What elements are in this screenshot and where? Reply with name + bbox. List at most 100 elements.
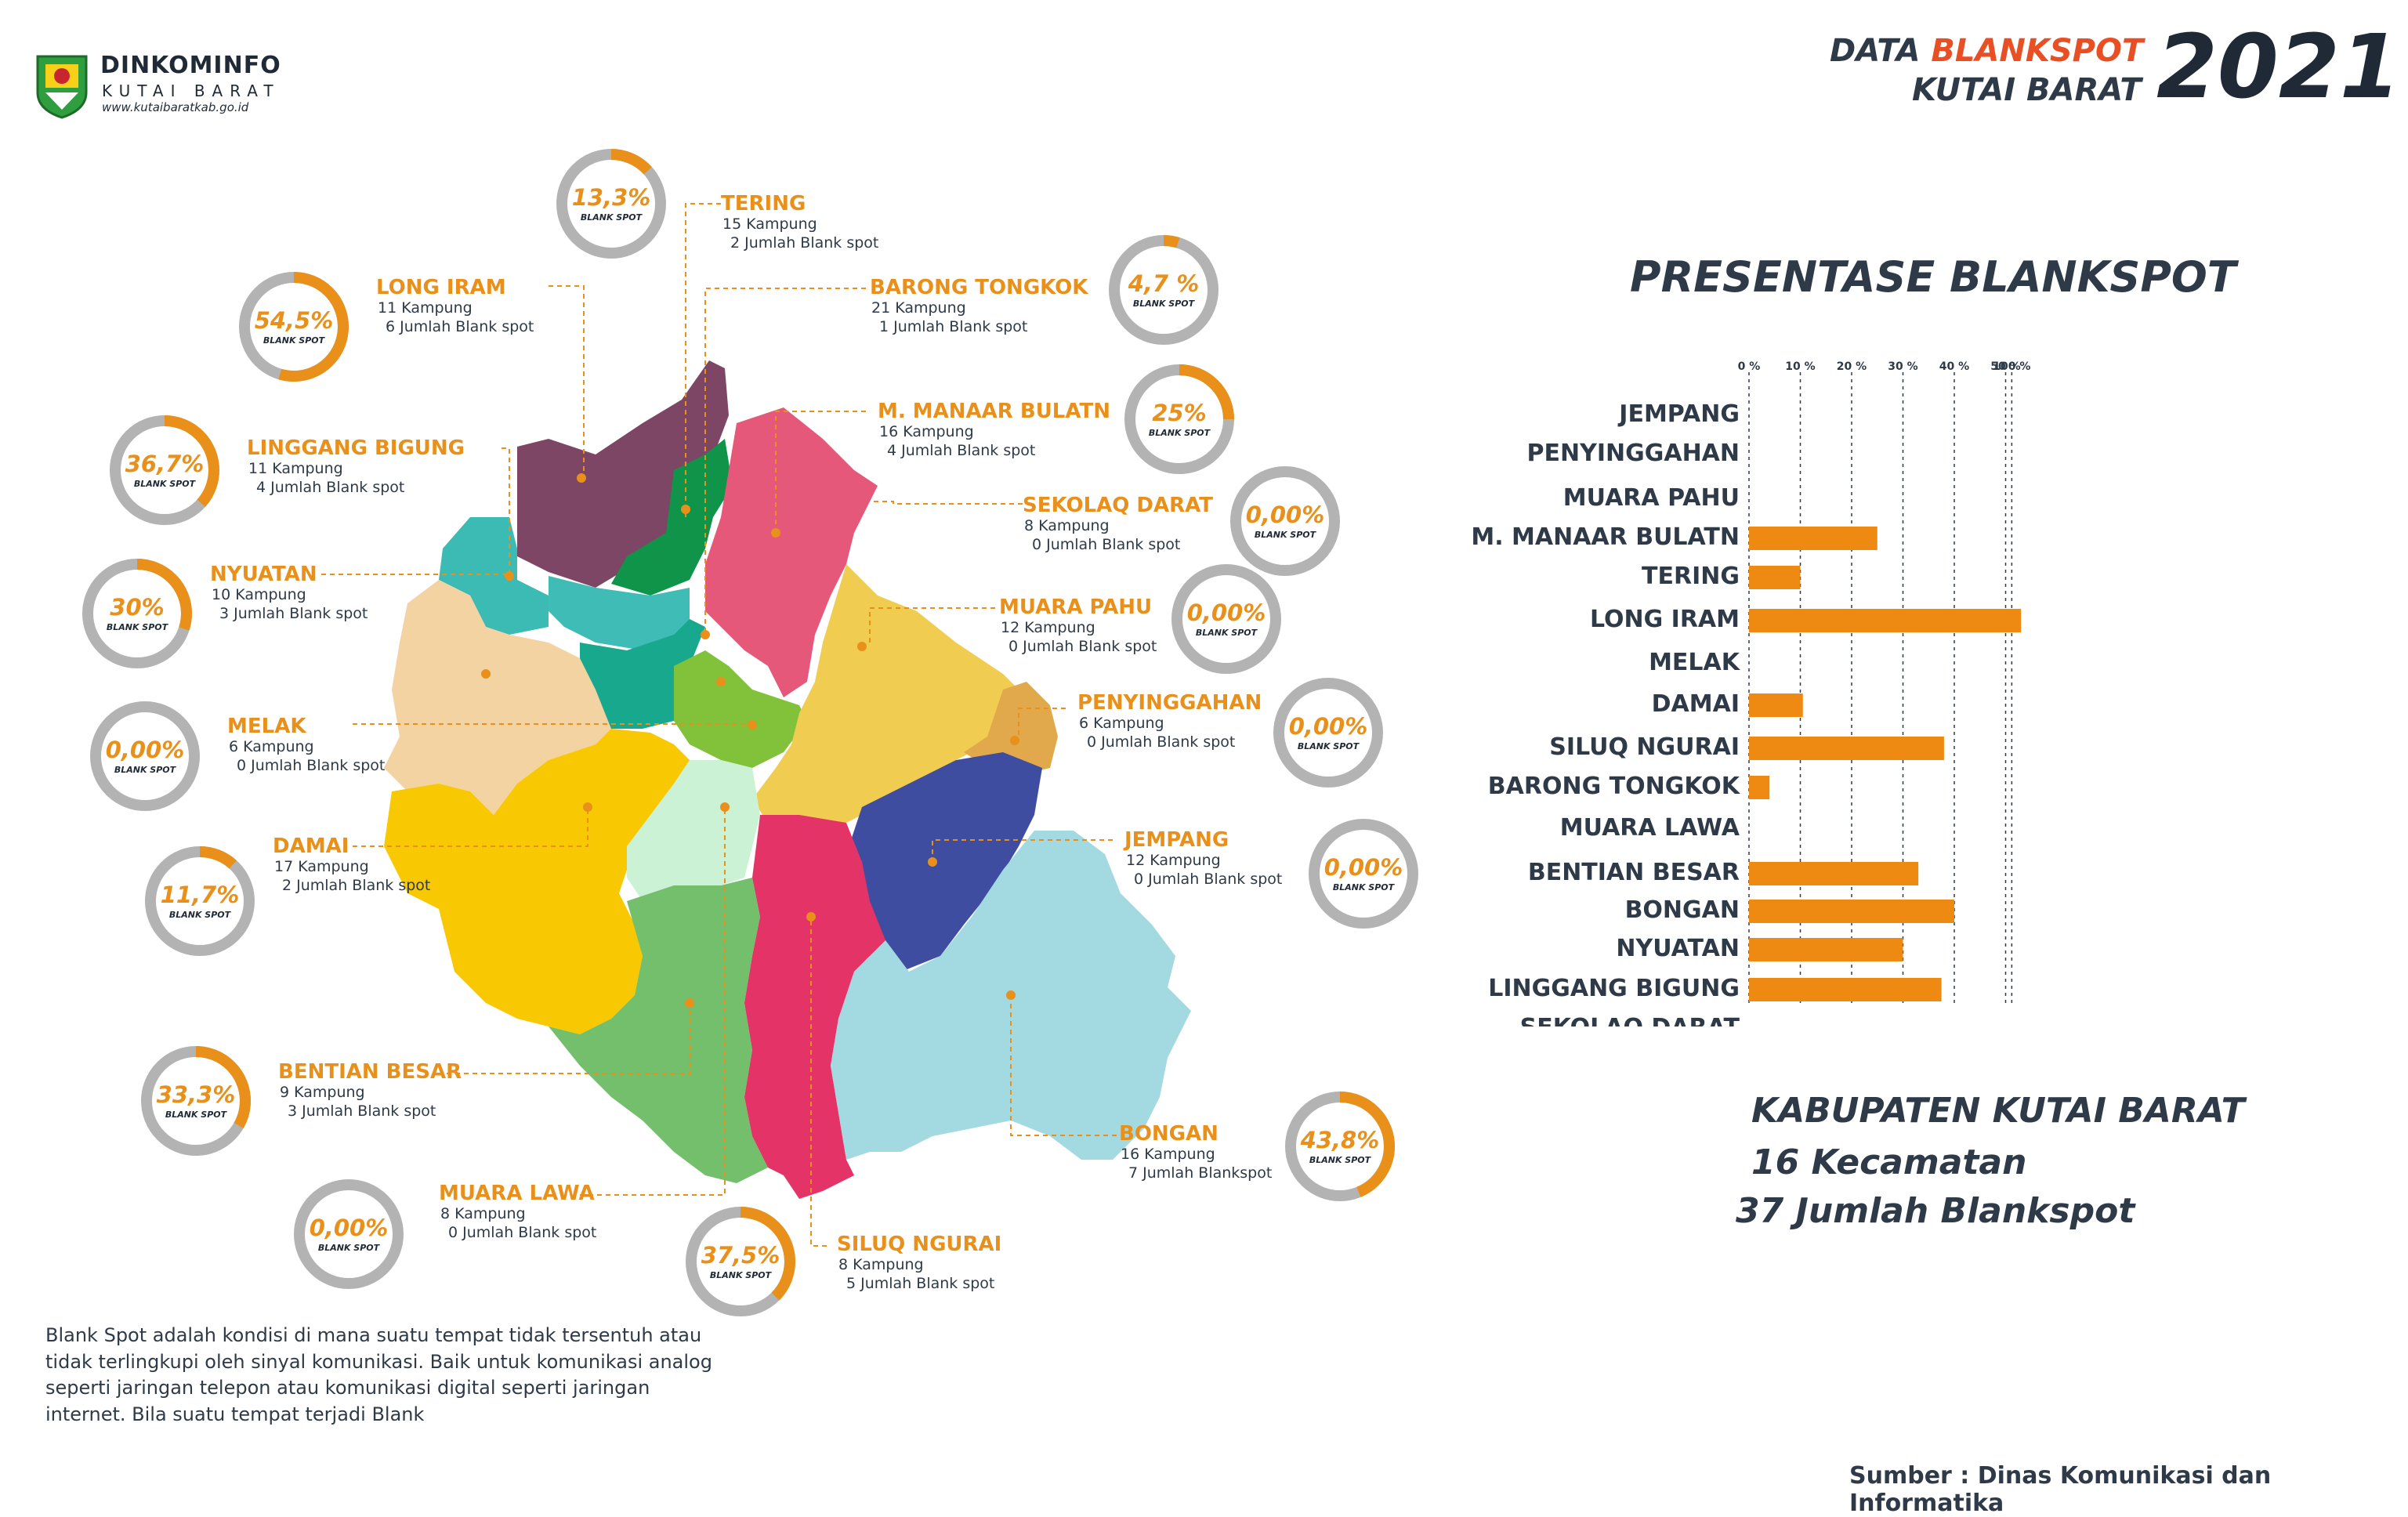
- ring-melak: 0,00% BLANK SPOT: [86, 697, 204, 815]
- ring-gauge: [556, 149, 666, 259]
- district-blankspot-linggang-bigung: 4 Jumlah Blank spot: [256, 479, 405, 496]
- ring-nyuatan: 30% BLANK SPOT: [78, 555, 196, 672]
- header-title: DATA BLANKSPOT: [1830, 33, 2143, 69]
- ring-barong-tongkok: 4,7 % BLANK SPOT: [1105, 231, 1222, 349]
- ring-jempang: 0,00% BLANK SPOT: [1305, 815, 1422, 932]
- ring-percentage: 0,00%: [1186, 599, 1266, 626]
- chart-category-label: LONG IRAM: [1590, 606, 1740, 633]
- ring-label: BLANK SPOT: [106, 622, 168, 632]
- header-region: KUTAI BARAT: [1912, 72, 2142, 108]
- region-m-manaar-bulatn: [705, 407, 878, 697]
- ring-gauge: [1124, 364, 1234, 474]
- district-kampung-bentian-besar: 9 Kampung: [280, 1084, 365, 1101]
- ring-muara-lawa: 0,00% BLANK SPOT: [290, 1175, 407, 1293]
- district-name-melak: MELAK: [227, 715, 306, 738]
- chart-category-label: M. MANAAR BULATN: [1473, 523, 1740, 551]
- header-title-data: DATA: [1830, 33, 1932, 69]
- district-kampung-m-manaar-bulatn: 16 Kampung: [879, 423, 974, 440]
- chart-tick-label: 10 %: [1785, 360, 1815, 373]
- district-name-bentian-besar: BENTIAN BESAR: [278, 1060, 462, 1084]
- region-linggang-bigung: [439, 517, 549, 635]
- summary-blankspot: 37 Jumlah Blankspot: [1736, 1191, 2135, 1231]
- ring-gauge: [686, 1207, 795, 1316]
- ring-linggang-bigung: 36,7% BLANK SPOT: [106, 411, 223, 529]
- district-blankspot-bongan: 7 Jumlah Blankspot: [1128, 1164, 1273, 1182]
- ring-label: BLANK SPOT: [317, 1243, 380, 1253]
- ring-gauge: [1309, 819, 1418, 929]
- summary-kecamatan: 16 Kecamatan: [1751, 1142, 2027, 1182]
- chart-bar: [1749, 527, 1878, 550]
- district-blankspot-sekolaq-darat: 0 Jumlah Blank spot: [1032, 536, 1181, 553]
- ring-label: BLANK SPOT: [114, 765, 176, 775]
- header-title-blankspot: BLANKSPOT: [1931, 33, 2144, 69]
- region-sekolaq-darat: [674, 650, 807, 768]
- district-kampung-long-iram: 11 Kampung: [378, 299, 473, 317]
- chart-category-label: BENTIAN BESAR: [1528, 859, 1740, 886]
- chart-tick-label: 100 %: [1993, 360, 2030, 373]
- district-name-muara-lawa: MUARA LAWA: [439, 1182, 595, 1205]
- ring-damai: 11,7% BLANK SPOT: [141, 842, 259, 960]
- ring-sekolaq-darat: 0,00% BLANK SPOT: [1226, 462, 1344, 580]
- chart-bar: [1749, 776, 1770, 799]
- ring-gauge: [1285, 1092, 1395, 1201]
- ring-gauge: [1109, 235, 1218, 345]
- district-blankspot-nyuatan: 3 Jumlah Blank spot: [219, 605, 368, 622]
- district-name-long-iram: LONG IRAM: [376, 276, 506, 299]
- ring-percentage: 43,8%: [1300, 1127, 1380, 1153]
- district-name-linggang-bigung: LINGGANG BIGUNG: [247, 436, 465, 460]
- chart-title: PRESENTASE BLANKSPOT: [1630, 252, 2236, 302]
- source-text: Sumber : Dinas Komunikasi dan Informatik…: [1849, 1462, 2272, 1517]
- ring-percentage: 11,7%: [160, 882, 240, 908]
- chart-category-label: DAMAI: [1652, 690, 1740, 718]
- district-kampung-linggang-bigung: 11 Kampung: [248, 460, 343, 477]
- chart-bar: [1749, 737, 1944, 760]
- district-blankspot-bentian-besar: 3 Jumlah Blank spot: [288, 1102, 436, 1120]
- district-kampung-penyinggahan: 6 Kampung: [1079, 715, 1164, 732]
- chart-tick-label: 50 %: [1990, 360, 2020, 373]
- ring-gauge: [1230, 466, 1340, 576]
- chart-category-label: NYUATAN: [1616, 935, 1740, 962]
- bar-chart: 0 % 10 % 20 % 30 % 40 % 50 %100 % JEMPANG PENYI…: [1473, 360, 2030, 1026]
- ring-gauge: [141, 1046, 251, 1156]
- region-damai: [384, 729, 690, 1034]
- district-name-sekolaq-darat: SEKOLAQ DARAT: [1023, 494, 1213, 517]
- ring-percentage: 0,00%: [1288, 713, 1368, 740]
- region-nyuatan: [384, 580, 611, 815]
- chart-category-label: MELAK: [1649, 649, 1741, 676]
- district-blankspot-muara-pahu: 0 Jumlah Blank spot: [1008, 638, 1157, 655]
- ring-label: BLANK SPOT: [1254, 530, 1316, 540]
- org-url: www.kutaibaratkab.go.id: [102, 100, 249, 114]
- district-blankspot-melak: 0 Jumlah Blank spot: [237, 757, 386, 774]
- ring-label: BLANK SPOT: [1309, 1155, 1371, 1165]
- ring-label: BLANK SPOT: [133, 479, 196, 489]
- district-kampung-tering: 15 Kampung: [722, 215, 817, 233]
- header-year: 2021: [2156, 16, 2401, 118]
- district-kampung-siluq-ngurai: 8 Kampung: [838, 1256, 924, 1273]
- district-blankspot-tering: 2 Jumlah Blank spot: [730, 234, 879, 252]
- ring-gauge: [1171, 564, 1281, 674]
- region-muara-pahu: [752, 564, 1019, 831]
- chart-bar: [1749, 609, 2022, 632]
- ring-label: BLANK SPOT: [1195, 628, 1258, 638]
- district-blankspot-penyinggahan: 0 Jumlah Blank spot: [1087, 733, 1236, 751]
- region-markers: [481, 473, 1019, 1008]
- ring-percentage: 0,00%: [1245, 501, 1325, 528]
- ring-m-manaar-bulatn: 25% BLANK SPOT: [1121, 360, 1238, 478]
- chart-tick-label: 20 %: [1837, 360, 1867, 373]
- ring-percentage: 30%: [110, 594, 165, 621]
- ring-percentage: 4,7 %: [1128, 270, 1200, 297]
- region-bentian-besar: [549, 878, 768, 1183]
- chart-bar: [1749, 978, 1942, 1001]
- ring-percentage: 54,5%: [254, 307, 334, 334]
- ring-gauge: [145, 846, 255, 956]
- ring-label: BLANK SPOT: [709, 1270, 772, 1280]
- ring-muara-pahu: 0,00% BLANK SPOT: [1168, 560, 1285, 678]
- ring-percentage: 0,00%: [1323, 854, 1403, 881]
- district-name-nyuatan: NYUATAN: [210, 563, 317, 586]
- ring-gauge: [82, 559, 192, 668]
- ring-percentage: 37,5%: [701, 1242, 780, 1269]
- ring-label: BLANK SPOT: [580, 212, 643, 223]
- ring-long-iram: 54,5% BLANK SPOT: [235, 268, 353, 386]
- ring-label: BLANK SPOT: [263, 335, 325, 346]
- ring-percentage: 0,00%: [105, 737, 185, 763]
